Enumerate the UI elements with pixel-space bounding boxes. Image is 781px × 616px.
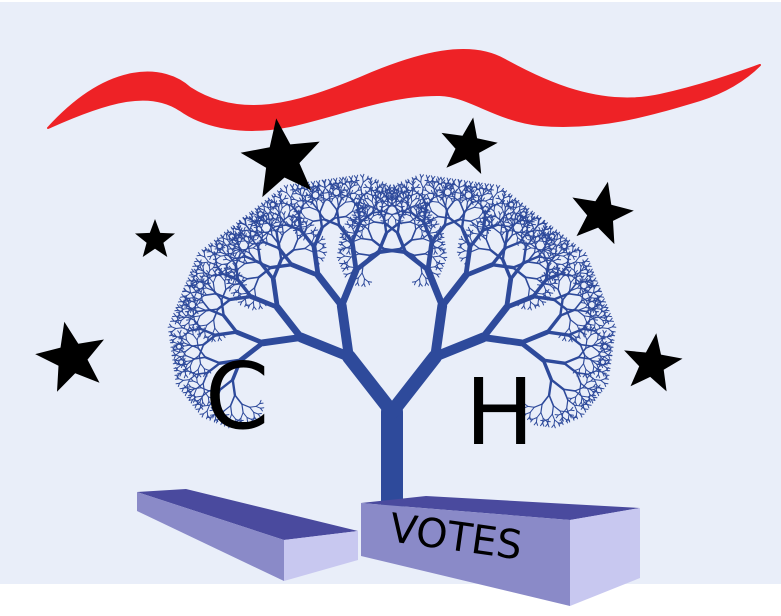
- box-right-front: [361, 503, 570, 606]
- ballot-box-icon: VOTES: [361, 496, 640, 606]
- letter-right: H: [465, 359, 534, 466]
- slab-left-top: [137, 489, 358, 540]
- stars-group: [35, 117, 683, 392]
- star-icon: [240, 118, 320, 198]
- star-icon: [135, 219, 175, 257]
- star-icon: [35, 321, 105, 392]
- slab-left-side: [284, 531, 358, 581]
- star-icon: [441, 117, 498, 174]
- slab-left-front: [137, 492, 284, 581]
- ballot-box-left: [137, 489, 358, 581]
- fractal-tree-icon: [167, 173, 617, 516]
- star-icon: [572, 181, 634, 245]
- box-right-top: [361, 496, 640, 520]
- box-right-side: [570, 508, 640, 606]
- letter-left: C: [205, 343, 269, 450]
- star-icon: [624, 333, 683, 392]
